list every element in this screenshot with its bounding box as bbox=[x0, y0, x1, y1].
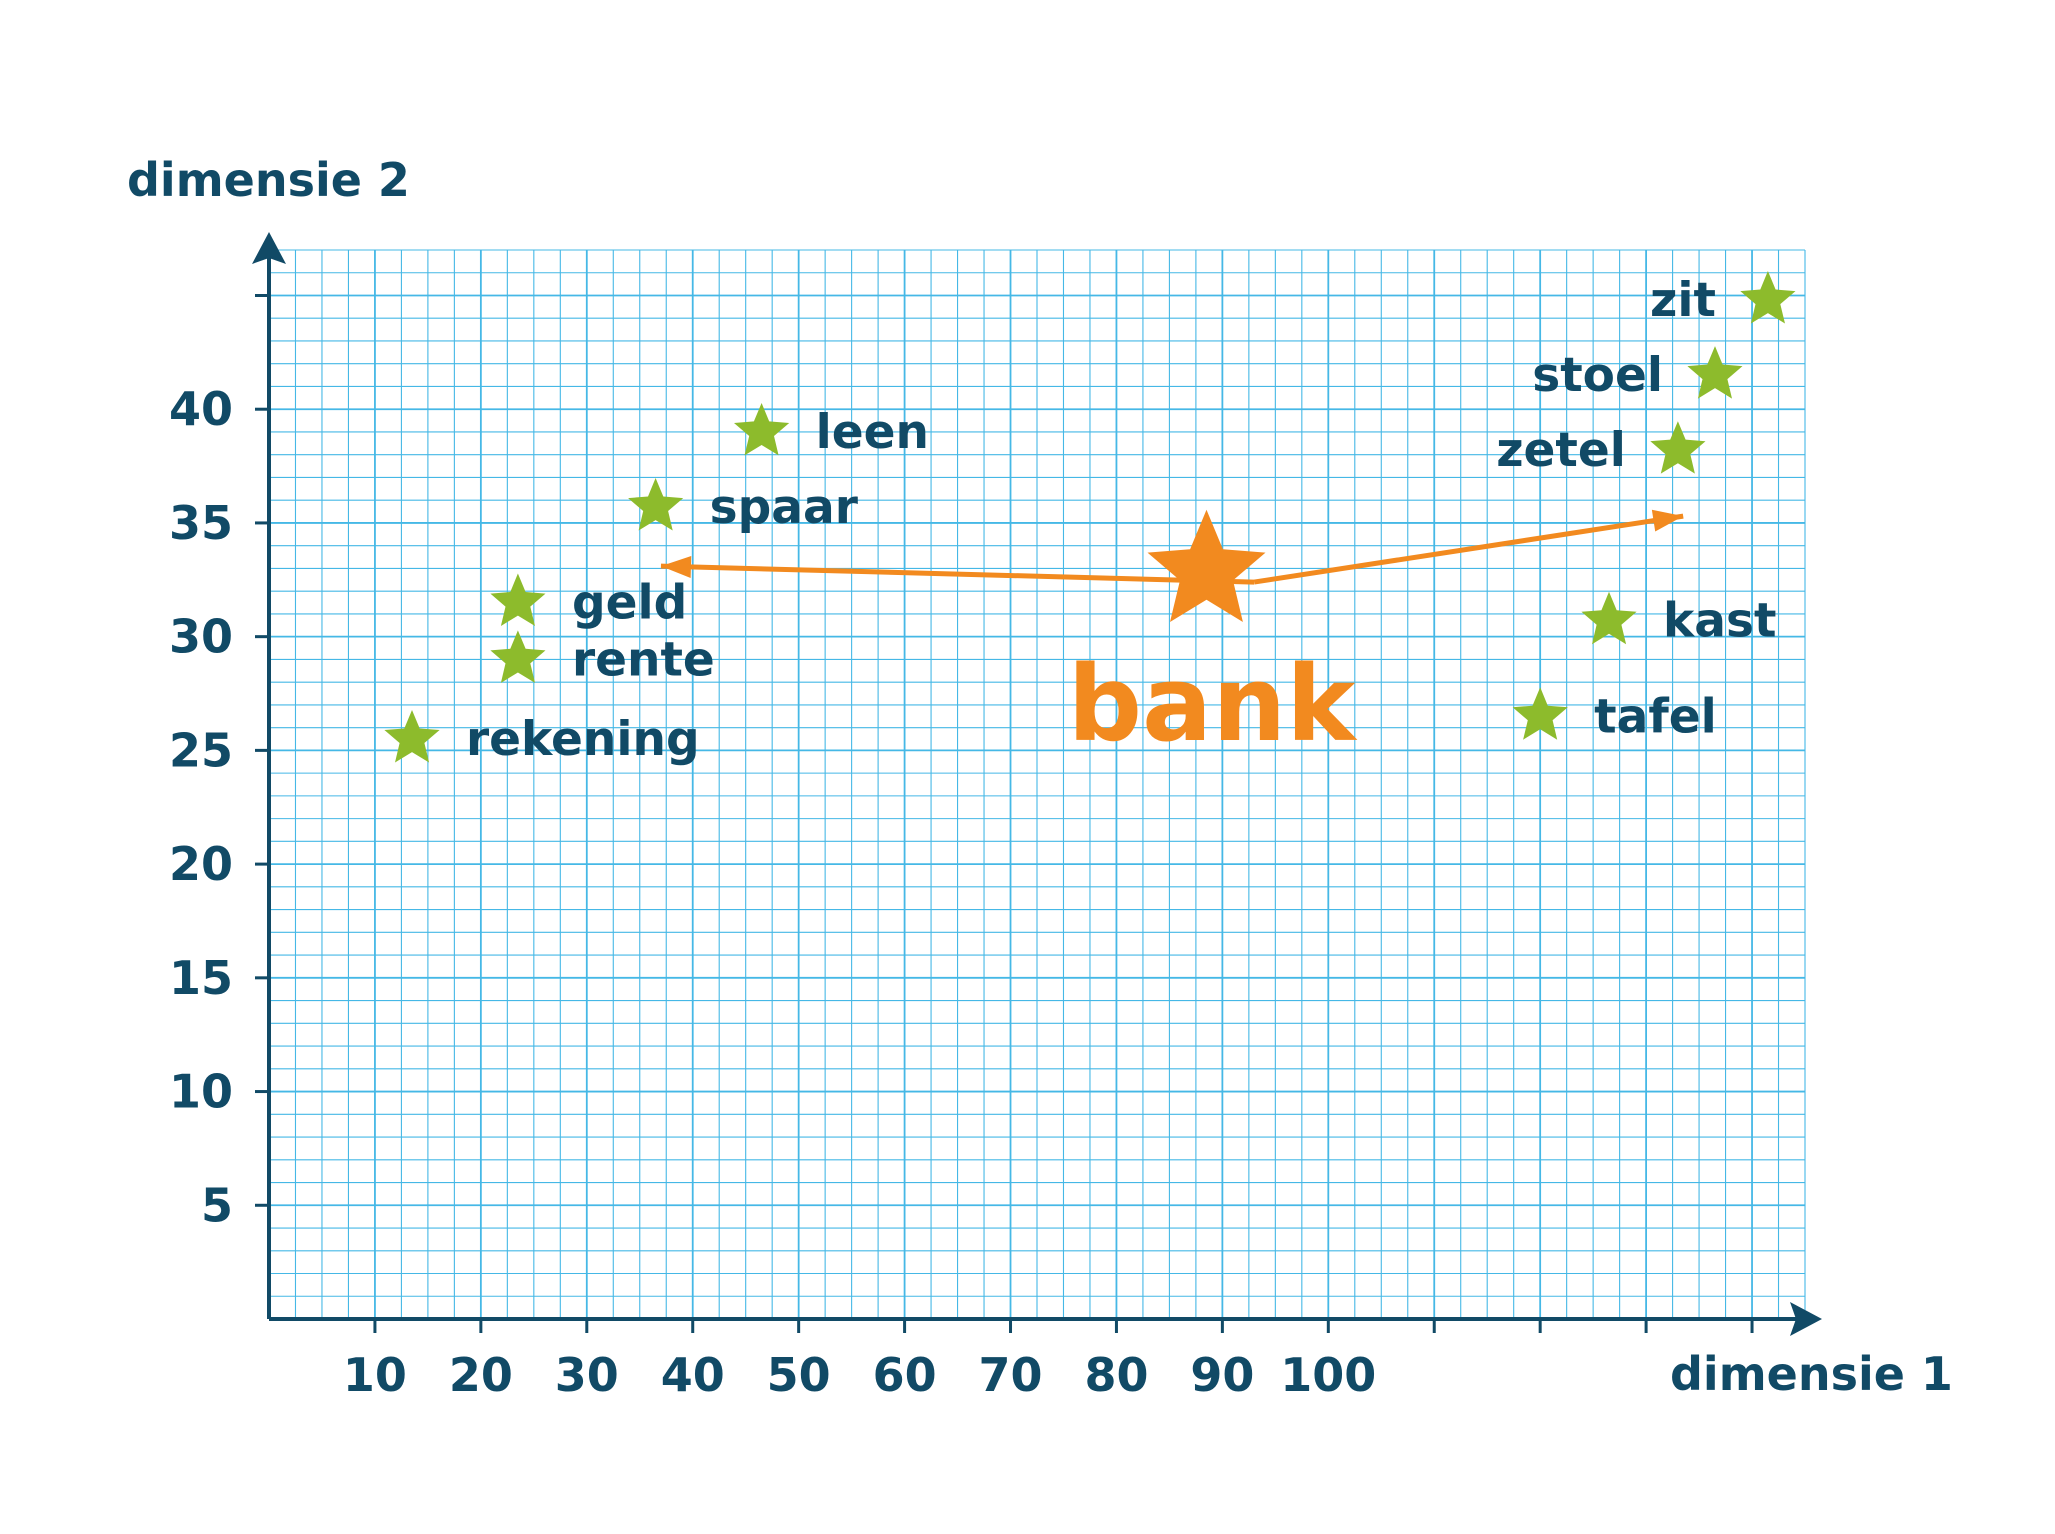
x-tick-label: 90 bbox=[1190, 1348, 1254, 1402]
x-axis-title: dimensie 1 bbox=[1670, 1347, 1953, 1401]
focus-point: bank bbox=[1068, 509, 1359, 765]
y-tick-label: 15 bbox=[169, 951, 233, 1005]
x-tick-label: 20 bbox=[449, 1348, 513, 1402]
point-star-icon bbox=[734, 403, 790, 456]
x-tick-label: 10 bbox=[343, 1348, 407, 1402]
point-star-icon bbox=[1687, 346, 1743, 399]
point-star-icon bbox=[1581, 591, 1637, 645]
x-tick-label: 80 bbox=[1084, 1348, 1148, 1402]
y-tick-label: 30 bbox=[169, 610, 233, 664]
x-tick-label: 30 bbox=[555, 1348, 619, 1402]
focus-label: bank bbox=[1068, 643, 1359, 765]
y-tick-label: 35 bbox=[169, 496, 233, 550]
x-tick-label: 70 bbox=[979, 1348, 1043, 1402]
point-star-icon bbox=[1740, 271, 1796, 324]
y-tick-label: 40 bbox=[169, 382, 233, 436]
tick-labels: 10 20 30 40 50 60 70 80 90 100 5 10 15 20 25 30 35 40 bbox=[169, 382, 1376, 1402]
point-label: rekening bbox=[466, 712, 700, 767]
x-tick-label: 60 bbox=[873, 1348, 937, 1402]
point-label: stoel bbox=[1532, 348, 1663, 403]
point-label: kast bbox=[1663, 594, 1776, 649]
x-axis-arrow-icon bbox=[1790, 1302, 1822, 1336]
point-label: zetel bbox=[1496, 423, 1626, 478]
point-star-icon bbox=[1650, 421, 1706, 474]
point-label: tafel bbox=[1594, 689, 1717, 744]
point-label: geld bbox=[572, 576, 687, 631]
y-tick-label: 5 bbox=[201, 1178, 233, 1232]
axes bbox=[252, 232, 1822, 1336]
focus-star-icon bbox=[1147, 509, 1266, 622]
point-star-icon bbox=[1512, 687, 1568, 740]
y-tick-label: 10 bbox=[169, 1065, 233, 1119]
x-tick-label: 100 bbox=[1280, 1348, 1376, 1402]
point-label: rente bbox=[572, 632, 715, 687]
point-star-icon bbox=[384, 710, 440, 763]
grid bbox=[268, 249, 1806, 1319]
x-tick-label: 40 bbox=[661, 1348, 725, 1402]
arrow-head-icon bbox=[1651, 509, 1684, 532]
y-axis-title: dimensie 2 bbox=[127, 153, 410, 207]
point-star-icon bbox=[490, 573, 546, 626]
x-tick-label: 50 bbox=[767, 1348, 831, 1402]
ticks bbox=[255, 293, 1754, 1333]
arrows bbox=[660, 509, 1684, 585]
y-axis-arrow-icon bbox=[252, 232, 286, 264]
point-star-icon bbox=[490, 630, 546, 683]
y-tick-label: 25 bbox=[169, 723, 233, 777]
point-star-icon bbox=[628, 478, 684, 531]
arrow-head-icon bbox=[660, 555, 692, 578]
point-label: zit bbox=[1650, 273, 1716, 328]
point-label: leen bbox=[816, 405, 929, 460]
arrow-line bbox=[660, 563, 1255, 585]
point-label: spaar bbox=[710, 480, 859, 535]
y-tick-label: 20 bbox=[169, 837, 233, 891]
arrow-line bbox=[1253, 513, 1684, 585]
